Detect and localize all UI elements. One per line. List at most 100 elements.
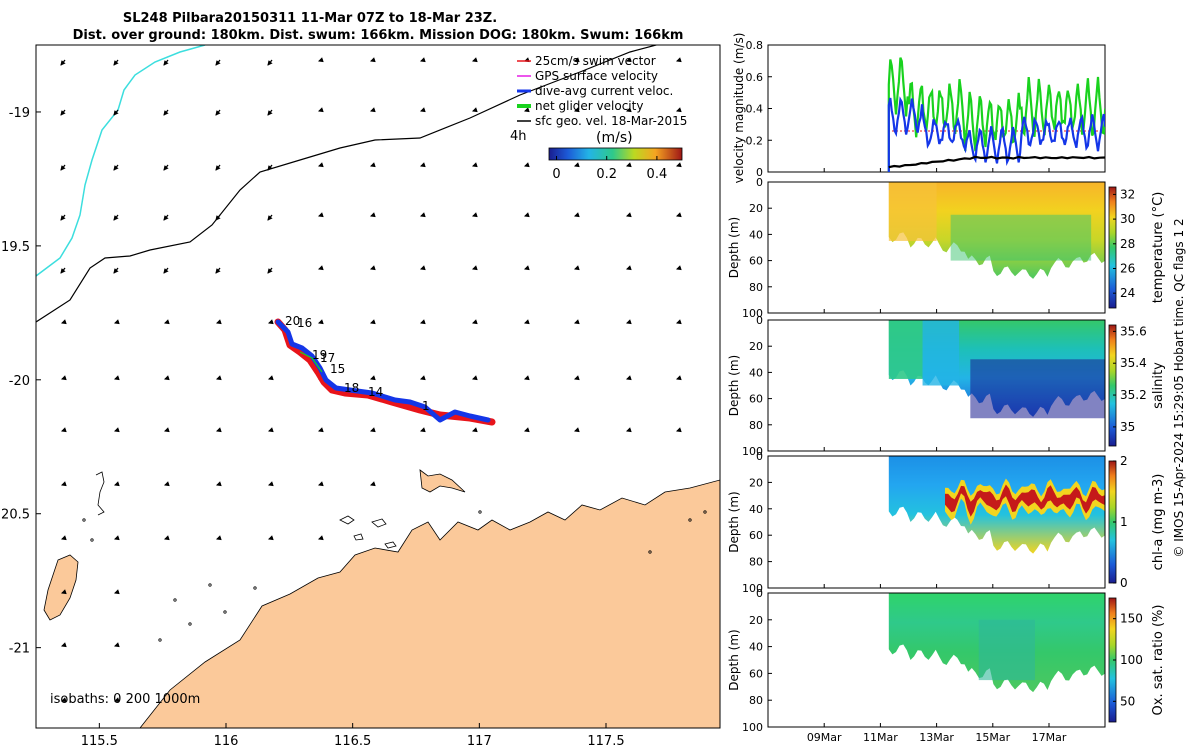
temperature-section-data bbox=[888, 182, 1105, 279]
velocity-vector bbox=[574, 265, 580, 271]
depth-tick-label: 80 bbox=[749, 556, 763, 569]
peninsula-east bbox=[419, 469, 466, 493]
velocity-vector bbox=[472, 162, 478, 168]
mid-salinity-region bbox=[922, 320, 960, 386]
map-x-tick-label: 117 bbox=[467, 734, 492, 749]
velocity-vector bbox=[574, 319, 580, 325]
velocity-panel: velocity magnitude (m/s) 0 0.2 0.4 0.6 0.8 bbox=[732, 33, 1106, 183]
map-x-tick-label: 116.5 bbox=[334, 734, 371, 749]
colorbar-tick-label: 1 bbox=[1120, 515, 1128, 529]
legend-entry-gps-surface-velocity: GPS surface velocity bbox=[517, 69, 658, 83]
time-tick-label: 15Mar bbox=[975, 731, 1010, 744]
velocity-vector bbox=[60, 59, 66, 66]
title-line-2: Dist. over ground: 180km. Dist. swum: 16… bbox=[73, 28, 684, 43]
chl-max-core bbox=[945, 484, 1105, 517]
isobath-label: isobaths: 0 200 1000m bbox=[50, 692, 200, 707]
velocity-vector bbox=[268, 427, 274, 433]
track-labels: 20 16 19 17 15 18 14 1 bbox=[285, 314, 430, 413]
depth-tick-label: 40 bbox=[749, 503, 763, 516]
legend-label: 25cm/s swim vector bbox=[535, 54, 656, 68]
velocity-y-tick-label: 0.6 bbox=[746, 71, 764, 84]
depth-tick-label: 100 bbox=[742, 307, 763, 320]
warm-surface-region bbox=[888, 182, 937, 241]
chla-colorbar-label: chl-a (mg m-3) bbox=[1151, 474, 1166, 571]
velocity-vector bbox=[216, 481, 222, 487]
colorbar-tick-label: 50 bbox=[1120, 694, 1135, 708]
depth-tick-label: 20 bbox=[749, 476, 763, 489]
map-y-axis: -19 19.5 -20 20.5 -21 bbox=[1, 106, 41, 657]
velocity-vector bbox=[318, 57, 324, 63]
depth-tick-label: 0 bbox=[756, 587, 763, 600]
legend-entry-swim-vector: 25cm/s swim vector bbox=[517, 54, 656, 68]
velocity-vector bbox=[268, 375, 274, 381]
velocity-vector bbox=[472, 265, 478, 271]
velocity-vector bbox=[676, 107, 682, 113]
velocity-vector bbox=[163, 214, 169, 221]
map-y-tick-label: -19 bbox=[9, 106, 30, 121]
velocity-vector bbox=[370, 162, 376, 168]
velocity-vector bbox=[60, 267, 66, 274]
velocity-vector bbox=[626, 319, 632, 325]
colorbar-tick-label: 150 bbox=[1120, 612, 1143, 626]
map-y-tick-label: 20.5 bbox=[1, 508, 30, 523]
isobath-1000m bbox=[36, 45, 659, 323]
velocity-vector bbox=[472, 319, 478, 325]
map-x-tick-label: 117.5 bbox=[587, 734, 624, 749]
velocity-vector bbox=[524, 212, 530, 218]
depth-tick-label: 40 bbox=[749, 366, 763, 379]
depth-tick-label: 80 bbox=[749, 694, 763, 707]
velocity-y-tick-label: 0.4 bbox=[746, 103, 764, 116]
velocity-vector bbox=[524, 265, 530, 271]
depth-tick-label: 80 bbox=[749, 419, 763, 432]
legend-label: sfc geo. vel. 18-Mar-2015 bbox=[535, 114, 687, 128]
salinity-colorbar-label: salinity bbox=[1151, 362, 1166, 409]
velocity-vector bbox=[472, 375, 478, 381]
velocity-vector bbox=[267, 59, 273, 66]
velocity-vector bbox=[676, 375, 682, 381]
colorbar-tick-label: 2 bbox=[1120, 454, 1128, 468]
series-sfc-geo-velocity bbox=[888, 155, 1105, 169]
depth-tick-label: 80 bbox=[749, 281, 763, 294]
temperature-colorbar-label: temperature (°C) bbox=[1151, 192, 1166, 304]
velocity-vector bbox=[61, 481, 67, 487]
velocity-vector bbox=[215, 59, 221, 66]
footer-credit: © IMOS 15-Apr-2024 15:29:05 Hobart time.… bbox=[1172, 218, 1186, 557]
track-label: 1 bbox=[422, 399, 430, 413]
velocity-vector bbox=[370, 107, 376, 113]
colorbar-unit-label: (m/s) bbox=[596, 130, 633, 146]
depth-tick-label: 20 bbox=[749, 340, 763, 353]
legend-entry-dive-avg-current: dive-avg current veloc. bbox=[517, 84, 673, 98]
depth-tick-label: 40 bbox=[749, 228, 763, 241]
temperature-colorbar bbox=[1108, 186, 1117, 309]
colorbar-tick-label: 35 bbox=[1120, 420, 1135, 434]
velocity-vector bbox=[268, 481, 274, 487]
velocity-vector bbox=[420, 57, 426, 63]
velocity-vector bbox=[60, 164, 66, 171]
velocity-vector bbox=[114, 589, 120, 595]
velocity-vector bbox=[626, 57, 632, 63]
velocity-y-tick-label: 0.8 bbox=[746, 39, 764, 52]
velocity-vector bbox=[216, 319, 222, 325]
velocity-vector bbox=[61, 427, 67, 433]
velocity-vector bbox=[268, 319, 274, 325]
legend-label: net glider velocity bbox=[535, 99, 643, 113]
depth-tick-label: 20 bbox=[749, 614, 763, 627]
velocity-vector bbox=[61, 375, 67, 381]
velocity-vector bbox=[524, 107, 530, 113]
time-tick-label: 11Mar bbox=[863, 731, 898, 744]
velocity-vector bbox=[164, 427, 170, 433]
velocity-vector bbox=[370, 57, 376, 63]
velocity-vector bbox=[163, 164, 169, 171]
velocity-vector bbox=[216, 535, 222, 541]
velocity-vector bbox=[113, 267, 119, 274]
velocity-vector bbox=[318, 319, 324, 325]
velocity-vector bbox=[215, 164, 221, 171]
velocity-vector bbox=[163, 59, 169, 66]
track-label: 20 bbox=[285, 314, 300, 328]
velocity-vector bbox=[267, 267, 273, 274]
velocity-vector bbox=[524, 319, 530, 325]
colorbar-tick-label: 24 bbox=[1120, 286, 1135, 300]
velocity-vector bbox=[626, 265, 632, 271]
velocity-vector bbox=[420, 265, 426, 271]
